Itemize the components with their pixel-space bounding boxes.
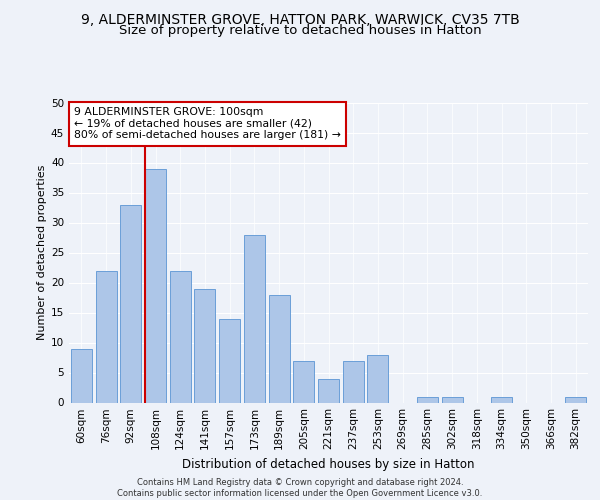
Bar (318, 378, 339, 402)
Bar (194, 288, 215, 403)
Text: Size of property relative to detached houses in Hatton: Size of property relative to detached ho… (119, 24, 481, 37)
Bar (71, 348, 92, 403)
Text: 9 ALDERMINSTER GROVE: 100sqm
← 19% of detached houses are smaller (42)
80% of se: 9 ALDERMINSTER GROVE: 100sqm ← 19% of de… (74, 107, 341, 140)
Bar (367, 354, 388, 403)
Bar (95, 270, 116, 402)
X-axis label: Distribution of detached houses by size in Hatton: Distribution of detached houses by size … (182, 458, 475, 471)
Text: 9, ALDERMINSTER GROVE, HATTON PARK, WARWICK, CV35 7TB: 9, ALDERMINSTER GROVE, HATTON PARK, WARW… (80, 12, 520, 26)
Bar (170, 270, 191, 402)
Bar (343, 360, 364, 403)
Bar (244, 234, 265, 402)
Bar (491, 396, 512, 402)
Bar (417, 396, 438, 402)
Bar (145, 168, 166, 402)
Bar (293, 360, 314, 403)
Bar (269, 294, 290, 403)
Y-axis label: Number of detached properties: Number of detached properties (37, 165, 47, 340)
Bar (120, 204, 141, 402)
Text: Contains HM Land Registry data © Crown copyright and database right 2024.
Contai: Contains HM Land Registry data © Crown c… (118, 478, 482, 498)
Bar (219, 318, 240, 402)
Bar (565, 396, 586, 402)
Bar (442, 396, 463, 402)
